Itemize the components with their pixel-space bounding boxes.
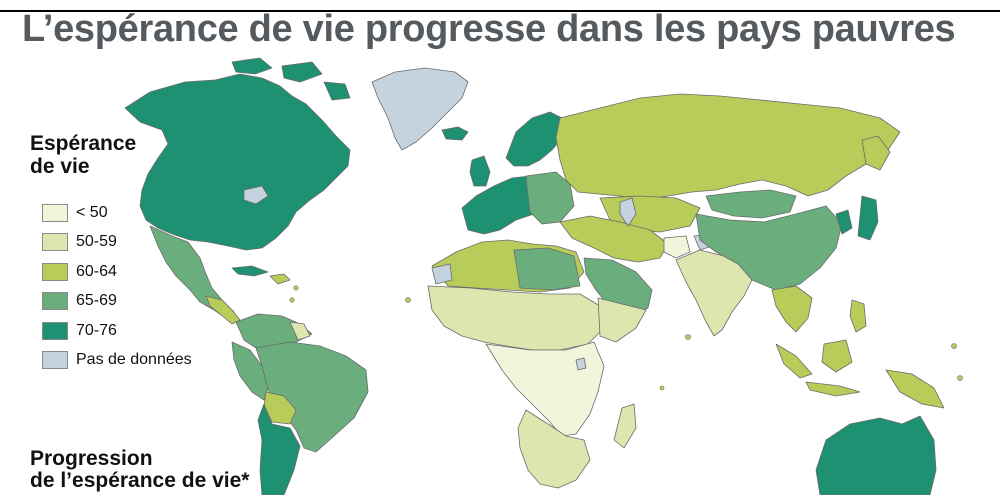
region-hispaniola bbox=[269, 273, 291, 285]
region-island-7 bbox=[659, 385, 665, 391]
region-madagascar bbox=[613, 403, 637, 449]
legend-item-65-69: 65-69 bbox=[42, 287, 192, 317]
legend-swatch bbox=[42, 321, 68, 340]
region-arctic-islands-1 bbox=[231, 57, 273, 75]
legend-swatch bbox=[42, 203, 68, 222]
region-afghanistan bbox=[663, 235, 691, 259]
progression-title: Progression de l’espérance de vie* bbox=[30, 448, 249, 492]
region-borneo bbox=[821, 339, 853, 373]
region-great-lakes bbox=[243, 185, 269, 205]
region-north-america bbox=[124, 73, 351, 251]
legend-title: Espérance de vie bbox=[30, 132, 136, 178]
legend-label: < 50 bbox=[76, 203, 108, 221]
region-horn-of-africa bbox=[597, 297, 647, 343]
region-cuba bbox=[231, 265, 269, 277]
region-korea bbox=[835, 209, 853, 235]
region-australia bbox=[815, 415, 937, 495]
legend-label: 50-59 bbox=[76, 233, 117, 251]
region-island-5 bbox=[293, 285, 299, 291]
region-chile-argentina bbox=[257, 403, 301, 495]
progression-title-line-1: Progression bbox=[30, 447, 153, 470]
region-china bbox=[695, 205, 843, 291]
region-kamchatka bbox=[861, 135, 891, 171]
region-island-3 bbox=[951, 343, 957, 349]
legend-label: Pas de données bbox=[76, 351, 192, 369]
legend-label: 60-64 bbox=[76, 262, 117, 280]
region-philippines bbox=[849, 299, 867, 333]
legend-item-lt50: < 50 bbox=[42, 198, 192, 228]
legend-swatch bbox=[42, 351, 68, 370]
legend-item-no-data: Pas de données bbox=[42, 346, 192, 376]
legend-swatch bbox=[42, 292, 68, 311]
region-arctic-islands-3 bbox=[323, 81, 351, 101]
title-rule bbox=[0, 10, 1000, 12]
legend-label: 65-69 bbox=[76, 292, 117, 310]
region-japan bbox=[857, 195, 879, 241]
region-island-2 bbox=[685, 334, 691, 340]
region-egypt-libya bbox=[513, 247, 581, 291]
region-caspian-sea bbox=[619, 197, 637, 227]
legend-label: 70-76 bbox=[76, 321, 117, 339]
region-southern-africa bbox=[517, 409, 591, 489]
region-arctic-islands-2 bbox=[281, 61, 323, 83]
region-turkey-iran bbox=[559, 215, 669, 263]
region-mongolia bbox=[705, 189, 797, 219]
map-title: L’espérance de vie progresse dans les pa… bbox=[22, 8, 956, 50]
region-western-sahara bbox=[431, 263, 453, 285]
region-iceland bbox=[441, 126, 469, 141]
legend-item-50-59: 50-59 bbox=[42, 228, 192, 258]
legend-item-70-76: 70-76 bbox=[42, 316, 192, 346]
region-uk bbox=[469, 155, 491, 187]
region-peru bbox=[231, 341, 271, 401]
legend-swatch bbox=[42, 233, 68, 252]
region-island-6 bbox=[289, 297, 295, 303]
region-island-4 bbox=[957, 375, 963, 381]
legend: < 50 50-59 60-64 65-69 70-76 Pas de donn… bbox=[42, 198, 192, 375]
region-central-africa bbox=[485, 341, 605, 437]
legend-title-line-1: Espérance bbox=[30, 132, 137, 155]
legend-swatch bbox=[42, 262, 68, 281]
region-java bbox=[805, 381, 861, 397]
progression-title-line-2: de l’espérance de vie* bbox=[30, 469, 250, 492]
region-guianas bbox=[289, 321, 311, 341]
region-lake-victoria bbox=[575, 357, 587, 371]
region-russia bbox=[555, 93, 901, 201]
region-sumatra bbox=[775, 343, 813, 379]
legend-item-60-64: 60-64 bbox=[42, 257, 192, 287]
region-greenland bbox=[371, 67, 469, 151]
region-new-guinea bbox=[885, 369, 945, 409]
legend-title-line-2: de vie bbox=[30, 155, 90, 178]
region-sahel-west-africa bbox=[427, 285, 605, 351]
region-central-america bbox=[205, 295, 241, 325]
region-island-1 bbox=[405, 297, 411, 303]
region-brazil bbox=[255, 341, 369, 453]
region-indochina bbox=[771, 285, 813, 333]
